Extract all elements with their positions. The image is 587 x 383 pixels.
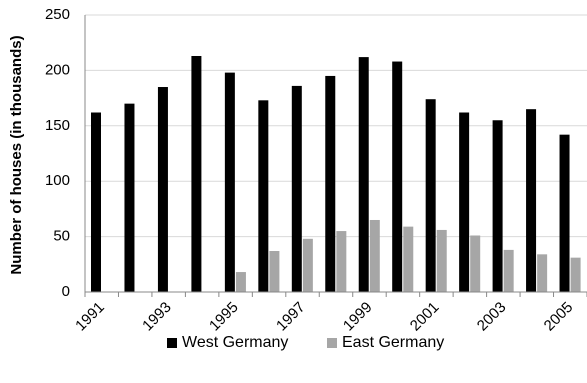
bar-west-2004 <box>526 109 537 293</box>
bar-east-1996 <box>336 231 347 292</box>
x-tick-label: 1999 <box>340 299 376 335</box>
legend-label-west: West Germany <box>182 334 288 351</box>
y-tick-label: 250 <box>45 6 70 23</box>
bar-west-1996 <box>258 100 269 292</box>
y-tick-labels: 0 50 100 150 200 250 <box>45 6 70 300</box>
x-tick-labels: 1991 1993 1995 1997 1999 2001 2003 2005 <box>72 299 576 335</box>
bar-east-1993 <box>235 272 246 292</box>
gridlines <box>85 14 587 238</box>
y-tick-label: 0 <box>62 283 70 300</box>
bar-east-2003 <box>570 257 581 292</box>
x-tick-label: 2005 <box>541 299 577 335</box>
bar-east-1999 <box>436 229 447 292</box>
bar-west-1991 <box>91 112 101 292</box>
bar-west-2000 <box>392 61 403 293</box>
legend-swatch-east <box>327 338 337 348</box>
y-tick-label: 100 <box>45 172 70 189</box>
bar-west-2001 <box>425 99 436 292</box>
bar-west-2003 <box>492 120 503 292</box>
bar-east-2001 <box>503 249 514 292</box>
bar-east-1997 <box>369 219 380 292</box>
y-tick-label: 50 <box>53 228 70 245</box>
legend-swatch-west <box>167 338 177 348</box>
bar-west-1992 <box>124 103 135 292</box>
y-tick-label: 200 <box>45 61 70 78</box>
bar-west-2002 <box>459 112 470 292</box>
bar-east-2000 <box>470 235 481 292</box>
x-tick-label: 1997 <box>273 299 309 335</box>
y-tick-label: 150 <box>45 117 70 134</box>
y-axis-label: Number of houses (in thousands) <box>8 35 25 274</box>
axes <box>84 15 587 297</box>
bar-west-1993 <box>157 87 168 293</box>
bar-east-2002 <box>537 254 548 292</box>
legend-label-east: East Germany <box>342 334 444 351</box>
bar-west-1998 <box>325 75 336 292</box>
bars <box>91 55 581 293</box>
bar-west-1997 <box>291 85 302 292</box>
bar-east-1994 <box>269 251 280 292</box>
bar-west-2005 <box>559 134 570 292</box>
x-tick-label: 1993 <box>139 299 175 335</box>
x-tick-label: 1991 <box>72 299 108 335</box>
legend: West Germany East Germany <box>167 334 444 351</box>
bar-west-1995 <box>224 72 235 292</box>
bar-east-1998 <box>403 226 414 292</box>
x-tick-label: 1995 <box>206 299 242 335</box>
bar-west-1994 <box>191 55 202 292</box>
x-tick-label: 2003 <box>474 299 510 335</box>
x-tick-label: 2001 <box>407 299 443 335</box>
bar-east-1995 <box>302 238 313 292</box>
bar-west-1999 <box>358 57 369 292</box>
